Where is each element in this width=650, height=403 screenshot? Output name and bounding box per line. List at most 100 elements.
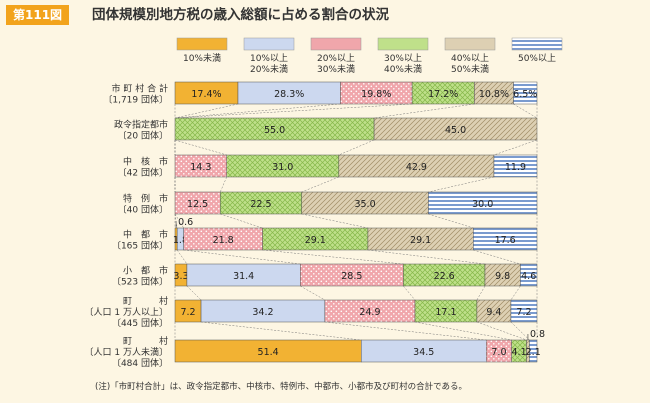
category-label: 〔20 団体〕: [118, 130, 168, 142]
bar-segment: [529, 339, 538, 363]
data-label: 17.4%: [191, 89, 221, 100]
bar-segment: [428, 191, 538, 215]
data-label: 31.4: [233, 271, 254, 282]
legend-swatch: [310, 37, 362, 51]
connector-line: [338, 139, 375, 156]
data-label: 29.1: [410, 235, 431, 246]
connector-line: [428, 176, 495, 193]
connector-line: [201, 321, 362, 341]
category-label: 〔人口 1 万人以上〕: [85, 307, 168, 318]
data-label: 45.0: [445, 125, 466, 136]
data-label: 9.8: [495, 271, 510, 282]
data-label: 9.4: [486, 307, 501, 318]
category-label: 中 都 市: [123, 229, 168, 241]
data-label: 0.8: [530, 329, 545, 340]
connector-line: [324, 321, 487, 341]
category-label: 〔40 団体〕: [118, 204, 168, 216]
data-label: 17.1: [435, 307, 456, 318]
legend-label: 30%未満: [317, 63, 355, 75]
bar-segment: [473, 227, 538, 251]
category-label: 〔人口 1 万人未満〕: [85, 346, 168, 358]
data-label: 28.5: [341, 271, 362, 282]
data-label: 28.3%: [274, 89, 304, 100]
legend-swatch: [511, 37, 563, 51]
category-label: 〔42 団体〕: [118, 167, 168, 179]
connector-line: [510, 321, 530, 341]
data-label: 14.3: [190, 162, 211, 173]
legend-label: 10%未満: [183, 52, 221, 64]
category-label: 小 都 市: [123, 265, 168, 277]
connector-line: [300, 285, 325, 301]
figure-header: 第111図 団体規模別地方税の歳入総額に占める割合の状況: [0, 0, 650, 30]
data-label: 2.1: [526, 347, 541, 358]
category-label: 〔165 団体〕: [112, 240, 168, 252]
data-label: 34.2: [252, 307, 273, 318]
data-label: 42.9: [406, 162, 427, 173]
data-label: 10.8%: [479, 89, 509, 100]
category-label: 市 町 村 合 計: [112, 83, 168, 95]
legend-label: 50%以上: [518, 53, 556, 64]
connector-line: [374, 103, 475, 119]
data-label: 0.6: [178, 217, 193, 228]
category-label: 特 例 市: [123, 193, 168, 205]
figure-title: 団体規模別地方税の歳入総額に占める割合の状況: [92, 7, 389, 23]
legend-label: 40%未満: [384, 63, 422, 75]
category-label: 〔445 団体〕: [112, 317, 168, 329]
bar-segment: [513, 81, 538, 105]
data-label: 17.6: [495, 235, 516, 246]
data-label: 3.3: [173, 271, 188, 282]
legend-swatch: [176, 37, 228, 51]
data-label: 34.5: [413, 347, 434, 358]
connector-line: [220, 176, 227, 193]
chart-rows: 17.4% 28.3% 19.8% 17.2% 10.8% 6.5% 市 町 村 合 計〔1…: [85, 81, 545, 369]
connector-line: [174, 213, 184, 229]
category-label: 中 核 市: [123, 156, 168, 168]
category-label: 〔1,719 団体〕: [103, 94, 168, 106]
category-label: 〔484 団体〕: [112, 357, 168, 369]
bar-segment: [493, 154, 538, 178]
connector-line: [220, 213, 263, 229]
data-label: 35.0: [354, 199, 375, 210]
connector-line: [493, 139, 538, 156]
data-label: 1.8: [173, 235, 188, 246]
bar-segment: [373, 117, 538, 141]
data-label: 22.5: [250, 199, 271, 210]
connector-line: [403, 285, 416, 301]
connector-line: [473, 249, 521, 265]
figure-number-badge: 第111図: [6, 5, 70, 25]
legend-label: 10%以上: [250, 53, 288, 64]
connector-line: [414, 321, 512, 341]
data-label: 55.0: [264, 125, 285, 136]
category-label: 町 村: [123, 335, 168, 347]
category-label: 政令指定都市: [114, 119, 168, 131]
legend-label: 40%以上: [451, 53, 489, 64]
data-label: 22.6: [434, 271, 455, 282]
data-label: 11.9: [505, 162, 526, 173]
connector-line: [513, 103, 538, 119]
bar-segment: [510, 299, 538, 323]
footnote: (注)「市町村合計」は、政令指定都市、中核市、特例市、中都市、小都市及び町村の合…: [95, 382, 468, 392]
legend-label: 50%未満: [451, 63, 489, 75]
connector-line: [174, 103, 413, 119]
category-label: 〔523 団体〕: [112, 276, 168, 288]
data-label: 7.2: [516, 307, 531, 318]
connector-line: [183, 249, 301, 265]
connector-line: [186, 285, 202, 301]
data-label: 24.9: [359, 307, 380, 318]
data-label: 6.5%: [513, 89, 537, 100]
data-label: 21.8: [213, 235, 234, 246]
connector-line: [510, 285, 521, 301]
data-label: 7.2: [180, 307, 195, 318]
legend-swatch: [377, 37, 429, 51]
connector-line: [174, 103, 341, 119]
data-label: 7.0: [491, 347, 506, 358]
category-label: 町 村: [123, 295, 168, 307]
legend-label: 20%以上: [317, 53, 355, 64]
connector-line: [476, 285, 486, 301]
legend-swatch: [444, 37, 496, 51]
data-label: 4.6: [521, 271, 536, 282]
data-label: 17.2%: [428, 89, 458, 100]
